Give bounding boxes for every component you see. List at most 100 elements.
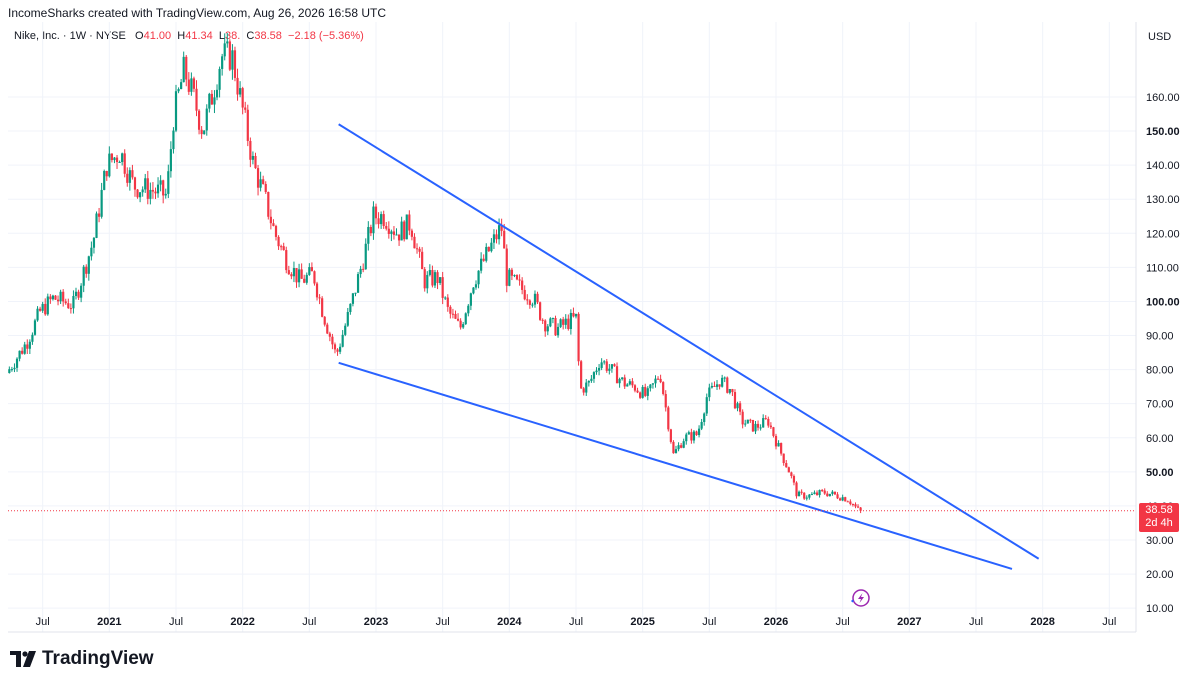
candle-body [421,251,424,270]
candle-body [441,277,444,298]
candle-body [54,295,57,300]
candle-body [495,234,498,240]
candle-body [790,472,793,476]
low-value: 38. [224,30,241,42]
candle-body [454,313,457,319]
candle-body [149,189,152,199]
candle-body [646,388,649,396]
candle-body [113,157,116,161]
candle-body [808,494,811,498]
candle-body [685,434,688,442]
candle-body [364,243,367,270]
candle-body [623,377,626,387]
candle-body [203,130,206,135]
candle-body [87,256,90,274]
trendlines[interactable] [338,123,1040,570]
candle-body [331,336,334,345]
y-tick-label: 100.00 [1146,296,1180,308]
candle-body [851,504,855,506]
candle-body [126,173,129,183]
time-axis[interactable]: Jul 2021 Jul 2022 Jul 2023 Jul 2024 Jul 2025 Jul 20… [36,616,1117,628]
candle-body [590,378,593,381]
candle-body [585,382,588,393]
candle-body [854,504,857,507]
candle-body [282,246,285,251]
candle-body [787,467,790,473]
candle-body [223,43,226,57]
candle-body [264,183,267,192]
lightning-icon[interactable] [851,589,870,607]
candle-body [82,266,85,286]
candle-body [621,377,624,380]
candle-body [344,325,347,335]
trendline-upper[interactable] [338,123,1040,560]
candle-body [226,41,229,44]
tradingview-logo[interactable]: TradingView [10,648,154,670]
candle-body [26,344,29,349]
candle-body [649,384,652,389]
symbol-title[interactable]: Nike, Inc. · 1W · NYSE [14,30,126,42]
symbol-legend: Nike, Inc. · 1W · NYSE O41.00 H41.34 L38… [14,30,364,42]
y-tick-label: 90.00 [1146,331,1174,343]
candle-body [159,180,162,185]
x-tick-label: 2026 [764,616,788,628]
candle-body [295,268,298,283]
trendline-lower[interactable] [338,361,1013,570]
candle-body [177,89,180,92]
candle-body [174,91,178,131]
candle-body [567,318,570,330]
candle-body [95,213,98,238]
candle-body [680,445,683,448]
candle-body [133,177,137,190]
candle-body [367,226,370,244]
candle-body [605,361,608,371]
candle-body [800,491,803,493]
candle-body [46,296,49,315]
candle-body [182,56,185,83]
candle-body [390,231,393,234]
y-tick-label: 150.00 [1146,126,1180,138]
candle-body [762,418,765,428]
candle-body [451,313,455,315]
candle-body [554,318,557,336]
candle-body [682,441,685,448]
candle-body [672,441,675,454]
x-tick-label: Jul [1102,616,1116,628]
candle-body [44,303,47,315]
candle-body [23,344,26,354]
candle-body [500,225,503,231]
candle-body [103,170,106,190]
candle-body [433,272,437,286]
candle-body [351,293,355,304]
candle-body [664,393,667,408]
candle-body [510,269,513,276]
candle-body [10,369,13,371]
high-value: 41.34 [185,30,213,42]
candle-body [423,269,426,289]
candle-body [777,443,780,447]
currency-label[interactable]: USD [1148,31,1172,43]
x-tick-label: 2024 [497,616,522,628]
candle-body [92,237,96,248]
candle-body [592,372,596,379]
y-tick-label: 160.00 [1146,92,1180,104]
candle-body [674,449,678,454]
candle-body [90,247,93,257]
candle-body [80,285,83,298]
candle-body [72,296,75,309]
candle-body [18,350,21,359]
candle-body [705,397,708,414]
y-tick-label: 60.00 [1146,433,1174,445]
candle-body [59,291,62,302]
chart-credit: IncomeSharks created with TradingView.co… [8,6,386,20]
candle-body [713,385,716,387]
candle-body [456,318,460,321]
candle-body [333,344,337,350]
candle-body [231,50,234,70]
candle-body [754,423,757,432]
close-value: 38.58 [254,30,282,42]
candle-body [785,463,788,468]
candle-body [74,291,78,297]
price-axis[interactable]: 10.0020.0030.0040.0050.0060.0070.0080.00… [1146,92,1180,615]
